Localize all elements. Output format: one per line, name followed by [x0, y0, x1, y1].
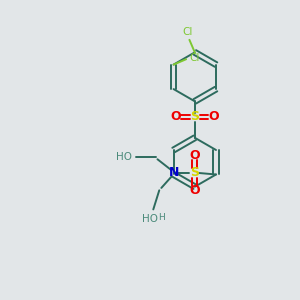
Text: O: O: [189, 184, 200, 197]
Text: S: S: [190, 167, 199, 179]
Text: N: N: [169, 167, 179, 179]
Text: Cl: Cl: [189, 53, 200, 63]
Text: HO: HO: [142, 214, 158, 224]
Text: S: S: [190, 110, 199, 123]
Text: H: H: [158, 213, 165, 222]
Text: O: O: [189, 148, 200, 162]
Text: HO: HO: [116, 152, 132, 163]
Text: O: O: [170, 110, 181, 123]
Text: O: O: [208, 110, 219, 123]
Text: Cl: Cl: [183, 27, 193, 37]
